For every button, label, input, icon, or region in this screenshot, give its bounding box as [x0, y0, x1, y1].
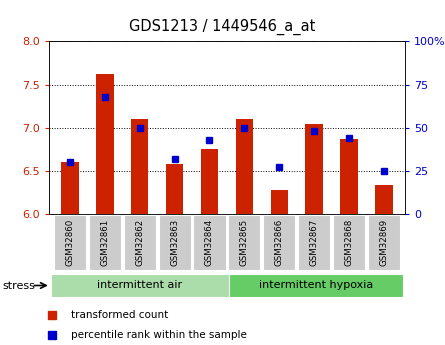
- Text: GSM32868: GSM32868: [344, 219, 354, 266]
- Text: GSM32860: GSM32860: [65, 219, 74, 266]
- Text: transformed count: transformed count: [71, 310, 169, 320]
- Text: GSM32865: GSM32865: [240, 219, 249, 266]
- Bar: [96, 74, 113, 214]
- FancyBboxPatch shape: [194, 215, 226, 270]
- Text: percentile rank within the sample: percentile rank within the sample: [71, 330, 247, 340]
- Bar: [61, 162, 79, 214]
- Text: GSM32862: GSM32862: [135, 219, 144, 266]
- FancyBboxPatch shape: [51, 274, 229, 297]
- FancyBboxPatch shape: [368, 215, 400, 270]
- Text: GSM32861: GSM32861: [100, 219, 109, 266]
- Text: GSM32869: GSM32869: [380, 219, 388, 266]
- Bar: [166, 164, 183, 214]
- Text: intermittent hypoxia: intermittent hypoxia: [259, 280, 373, 290]
- FancyBboxPatch shape: [158, 215, 190, 270]
- FancyBboxPatch shape: [333, 215, 365, 270]
- Text: intermittent air: intermittent air: [97, 280, 182, 290]
- Bar: [340, 139, 358, 214]
- FancyBboxPatch shape: [89, 215, 121, 270]
- Text: GSM32867: GSM32867: [310, 219, 319, 266]
- FancyBboxPatch shape: [54, 215, 86, 270]
- Text: stress: stress: [2, 281, 35, 290]
- Bar: [375, 185, 393, 214]
- Text: GDS1213 / 1449546_a_at: GDS1213 / 1449546_a_at: [129, 19, 316, 35]
- FancyBboxPatch shape: [229, 274, 403, 297]
- Bar: [201, 149, 218, 214]
- Bar: [271, 190, 288, 214]
- Bar: [131, 119, 149, 214]
- Text: GSM32866: GSM32866: [275, 219, 284, 266]
- FancyBboxPatch shape: [228, 215, 260, 270]
- FancyBboxPatch shape: [298, 215, 330, 270]
- Text: GSM32864: GSM32864: [205, 219, 214, 266]
- FancyBboxPatch shape: [263, 215, 295, 270]
- Text: GSM32863: GSM32863: [170, 219, 179, 266]
- Bar: [305, 124, 323, 214]
- Bar: [236, 119, 253, 214]
- FancyBboxPatch shape: [124, 215, 156, 270]
